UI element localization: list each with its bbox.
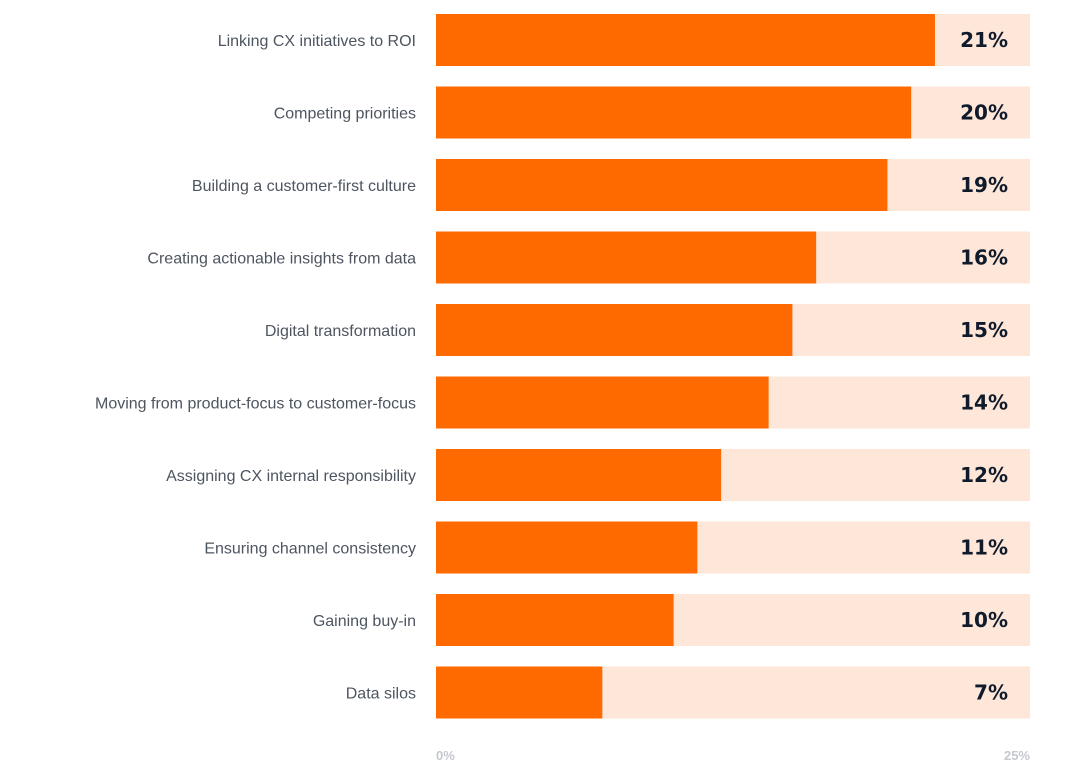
value-label: 12% xyxy=(960,463,1008,487)
bar xyxy=(436,594,674,646)
category-label: Building a customer-first culture xyxy=(192,178,416,195)
x-axis-tick-max: 25% xyxy=(1004,748,1030,763)
category-label: Moving from product-focus to customer-fo… xyxy=(95,396,416,413)
category-label: Data silos xyxy=(346,686,416,703)
value-label: 20% xyxy=(960,101,1008,125)
bar xyxy=(436,521,698,574)
bar-row: Data silos 7% xyxy=(346,666,1030,719)
category-label: Digital transformation xyxy=(265,323,416,340)
bar-row: Gaining buy-in 10% xyxy=(313,594,1030,646)
value-label: 14% xyxy=(960,391,1008,415)
bar-row: Creating actionable insights from data 16… xyxy=(147,231,1030,284)
x-axis-tick-min: 0% xyxy=(436,748,455,763)
bar-row: Assigning CX internal responsibility 12% xyxy=(166,449,1030,501)
bar xyxy=(436,231,817,284)
value-label: 19% xyxy=(960,173,1008,197)
category-label: Creating actionable insights from data xyxy=(147,251,416,268)
value-label: 11% xyxy=(960,536,1008,560)
chart-rows: Linking CX initiatives to ROI 21% Competin… xyxy=(95,14,1030,719)
bar-row: Competing priorities 20% xyxy=(274,86,1030,139)
bar xyxy=(436,14,935,66)
category-label: Competing priorities xyxy=(274,106,416,123)
bar xyxy=(436,376,769,429)
bar-row: Linking CX initiatives to ROI 21% xyxy=(218,14,1030,66)
bar xyxy=(436,86,912,139)
value-label: 10% xyxy=(960,608,1008,632)
bar-row: Ensuring channel consistency 11% xyxy=(204,521,1030,574)
bar-row: Moving from product-focus to customer-fo… xyxy=(95,376,1030,429)
category-label: Assigning CX internal responsibility xyxy=(166,468,416,485)
bar-row: Digital transformation 15% xyxy=(265,304,1030,356)
bar xyxy=(436,666,603,719)
bar xyxy=(436,159,888,211)
value-label: 16% xyxy=(960,246,1008,270)
category-label: Linking CX initiatives to ROI xyxy=(218,33,416,50)
value-label: 7% xyxy=(974,681,1008,705)
bar xyxy=(436,449,722,501)
bar xyxy=(436,304,793,356)
category-label: Gaining buy-in xyxy=(313,613,416,630)
bar-row: Building a customer-first culture 19% xyxy=(192,159,1030,211)
value-label: 15% xyxy=(960,318,1008,342)
value-label: 21% xyxy=(960,28,1008,52)
category-label: Ensuring channel consistency xyxy=(204,541,416,558)
